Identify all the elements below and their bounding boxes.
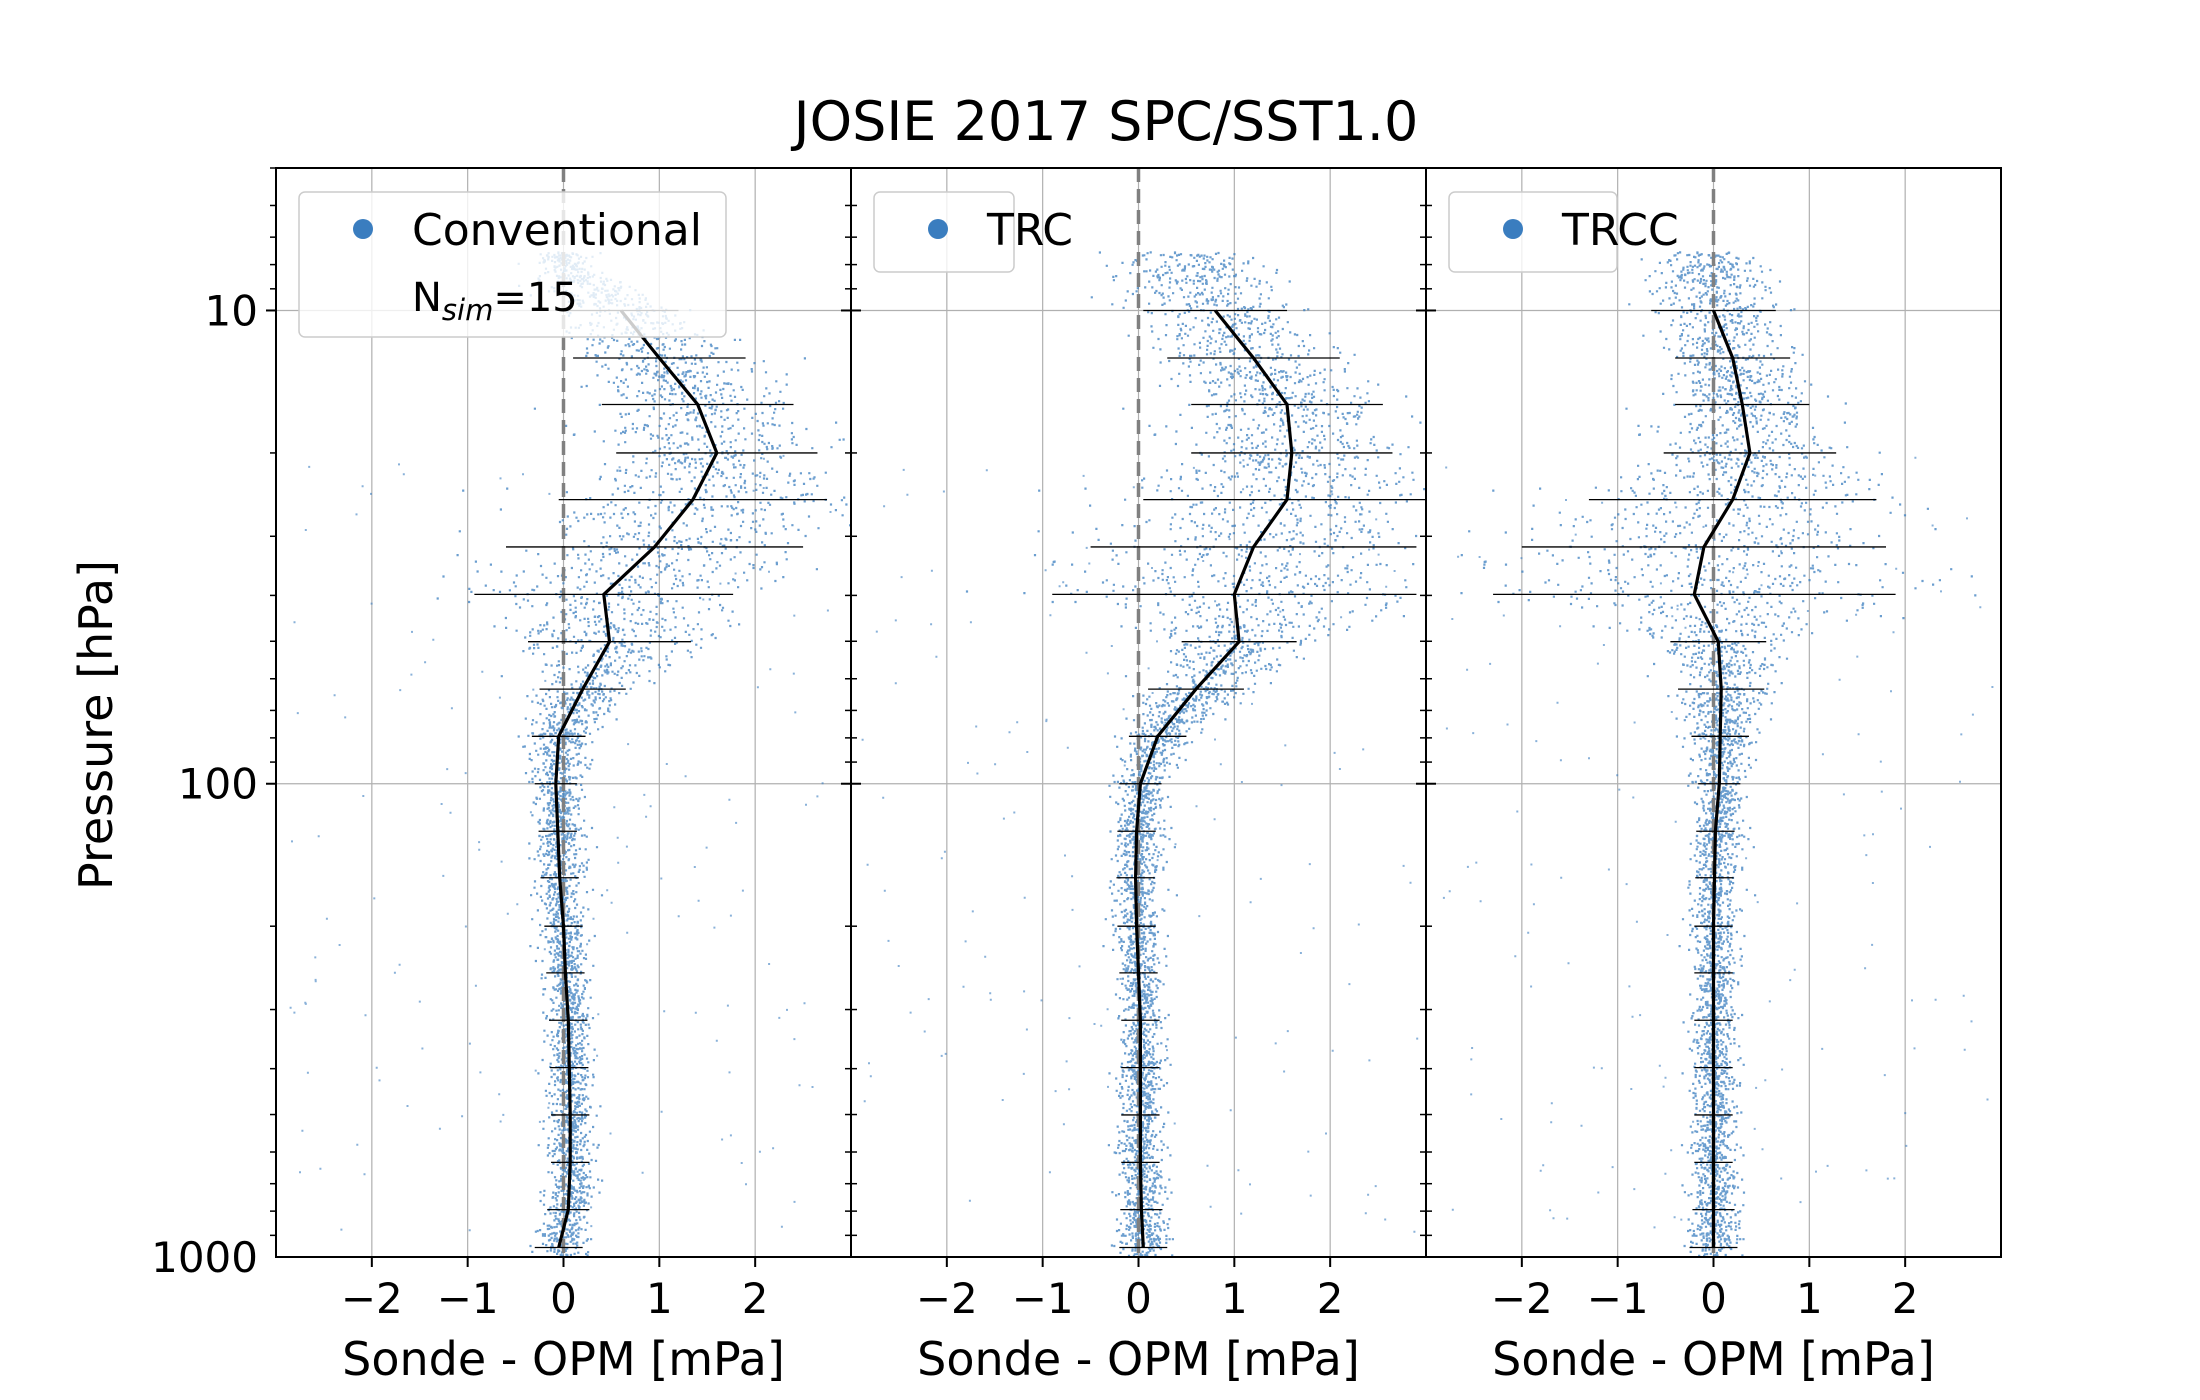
scatter-points [1442, 251, 1994, 1257]
y-tick-label: 100 [178, 760, 258, 809]
x-tick-label: 0 [1125, 1274, 1152, 1323]
x-tick-label: 2 [1892, 1274, 1919, 1323]
x-axis-label: Sonde - OPM [mPa] [917, 1332, 1360, 1386]
legend-label: TRCC [1561, 205, 1679, 256]
legend-label: Conventional [412, 205, 702, 256]
legend: TRCC [1448, 191, 1679, 273]
scatter-cloud [436, 251, 851, 1257]
error-bars [474, 309, 828, 1249]
scatter-cloud [1460, 251, 1977, 1257]
x-tick-label: −1 [437, 1274, 499, 1323]
x-tick-label: −2 [916, 1274, 978, 1323]
scatter-cloud [965, 251, 1426, 1257]
legend-note: Nsim=15 [412, 275, 578, 327]
x-axis-label: Sonde - OPM [mPa] [1492, 1332, 1935, 1386]
x-tick-label: −1 [1587, 1274, 1649, 1323]
panel-3: −2 −1 0 1 2 Sonde - OPM [mPa] TRCC [1416, 167, 2002, 1386]
x-tick-label: −1 [1012, 1274, 1074, 1323]
x-tick-label: −2 [1491, 1274, 1553, 1323]
x-tick-label: 2 [742, 1274, 769, 1323]
panel-2: −2 −1 0 1 2 Sonde - OPM [mPa] TRC [841, 167, 1427, 1386]
mean-profile-line [554, 309, 719, 1248]
scatter-points [289, 251, 851, 1257]
x-tick-label: 2 [1317, 1274, 1344, 1323]
x-tick-label: 1 [1796, 1274, 1823, 1323]
figure-title: JOSIE 2017 SPC/SST1.0 [791, 90, 1419, 153]
legend-box [1448, 191, 1618, 273]
legend-marker [353, 219, 373, 239]
legend-box [298, 191, 727, 338]
mean-profile-line [1133, 309, 1294, 1248]
x-axis-label: Sonde - OPM [mPa] [342, 1332, 785, 1386]
panel-1: −2 −1 0 1 2 Sonde - OPM [mPa] 10 100 1000 Convent… [151, 167, 852, 1386]
x-tick-label: 1 [1221, 1274, 1248, 1323]
x-tick-label: 1 [646, 1274, 673, 1323]
y-axis-label: Pressure [hPa] [69, 560, 123, 890]
x-tick-label: 0 [550, 1274, 577, 1323]
legend-marker [1503, 219, 1523, 239]
legend-label: TRC [986, 205, 1073, 256]
error-bars [1493, 309, 1896, 1249]
scatter-points [861, 251, 1426, 1257]
y-tick-label: 1000 [151, 1233, 258, 1282]
x-tick-label: −2 [341, 1274, 403, 1323]
legend-marker [928, 219, 948, 239]
y-tick-label: 10 [205, 286, 258, 335]
x-tick-label: 0 [1700, 1274, 1727, 1323]
legend: TRC [873, 191, 1073, 273]
mean-profile-line [1692, 309, 1752, 1248]
legend: Conventional Nsim=15 [298, 191, 727, 338]
